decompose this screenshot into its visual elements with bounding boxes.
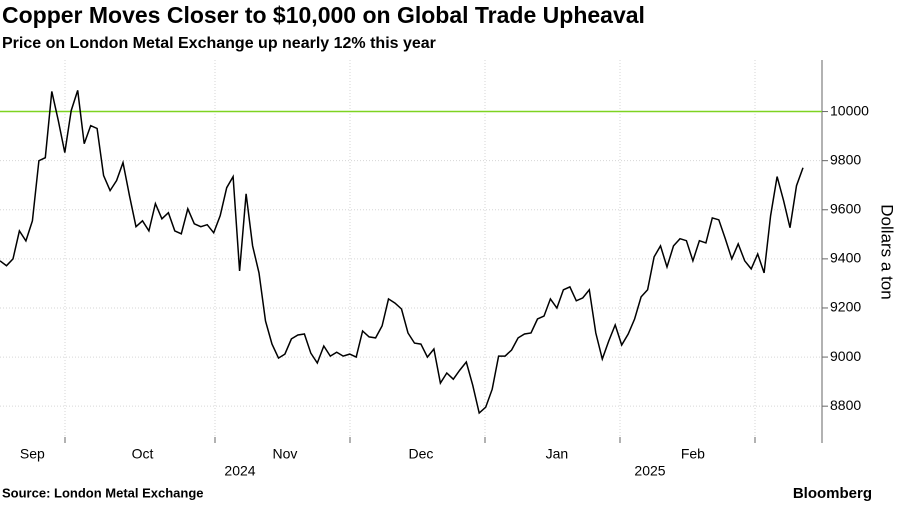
x-tick-label: Dec	[408, 446, 433, 462]
chart-subtitle: Price on London Metal Exchange up nearly…	[2, 35, 436, 52]
y-tick-label: 9600	[830, 200, 861, 216]
x-tick-label: Oct	[132, 446, 154, 462]
y-tick-label: 10000	[830, 102, 869, 118]
brand: Bloomberg	[793, 485, 872, 502]
y-tick-label: 9400	[830, 250, 861, 266]
y-tick-label: 9000	[830, 348, 861, 364]
source: Source: London Metal Exchange	[2, 485, 204, 500]
y-tick-label: 9200	[830, 299, 861, 315]
y-tick-label: 9800	[830, 151, 861, 167]
y-tick-label: 8800	[830, 397, 861, 413]
x-tick-label: Nov	[272, 446, 297, 462]
year-label: 2024	[224, 463, 255, 479]
year-label: 2025	[634, 463, 665, 479]
x-tick-label: Feb	[681, 446, 705, 462]
y-axis-label: Dollars a ton	[878, 204, 897, 299]
chart-title: Copper Moves Closer to $10,000 on Global…	[2, 2, 645, 28]
x-tick-label: Sep	[20, 446, 45, 462]
price-line	[0, 90, 804, 415]
x-tick-label: Jan	[546, 446, 569, 462]
